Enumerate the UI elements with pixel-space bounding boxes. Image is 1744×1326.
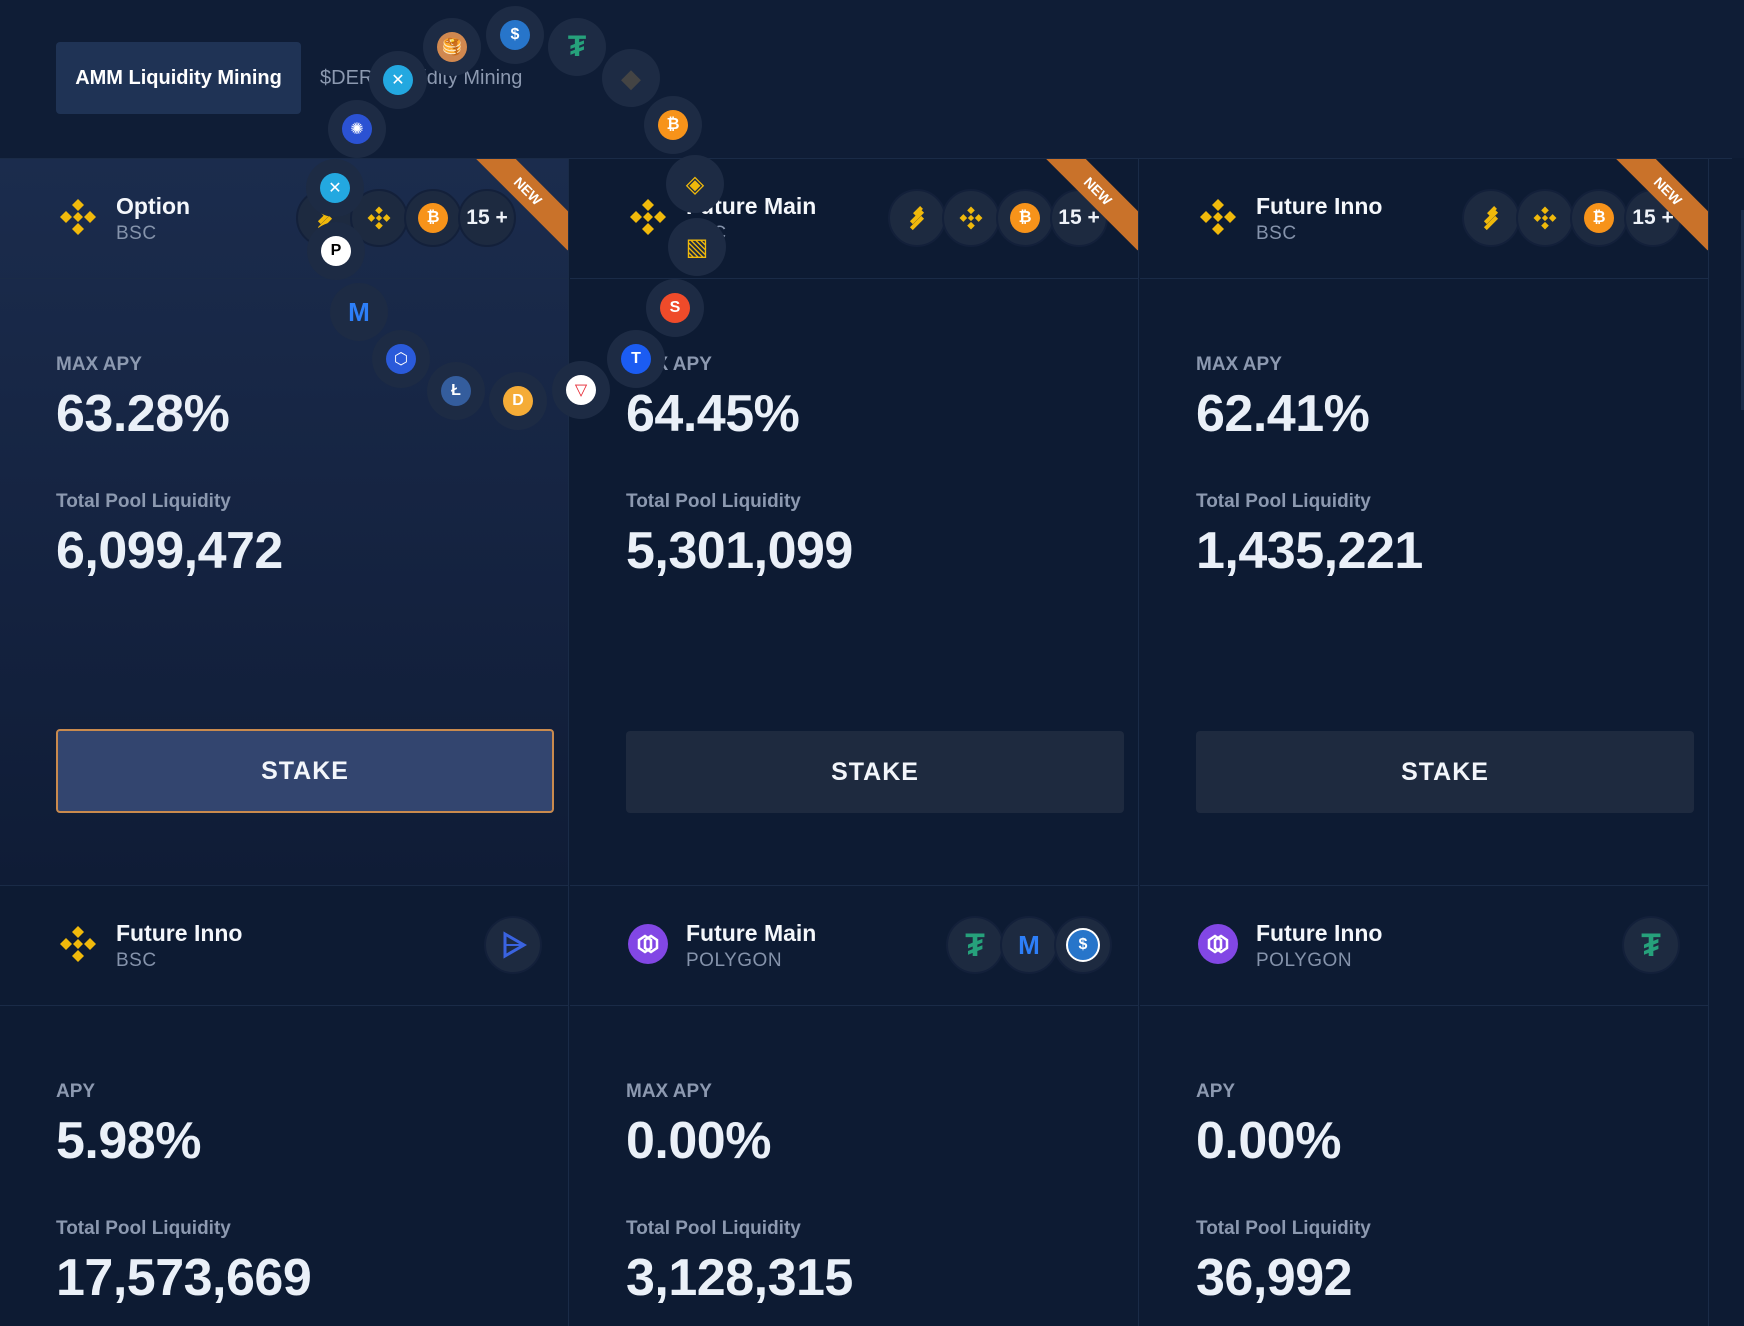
usdt-icon: ₮ — [548, 18, 606, 76]
apy-value: 62.41% — [1196, 385, 1370, 443]
tabs-bar: AMM Liquidity Mining $DERI Liquidity Min… — [0, 0, 1744, 158]
pool-card-option-bsc: Option BSC ₿ 15 + NEW MAX APY 63.28% Tot… — [0, 159, 569, 886]
pool-chain: POLYGON — [686, 950, 783, 971]
stake-button[interactable]: STAKE — [1196, 731, 1694, 813]
pool-card-future-main-polygon: Future Main POLYGON ₮ M $ MAX APY 0.00% … — [570, 886, 1139, 1326]
swipe-icon: S — [646, 279, 704, 337]
liquidity-label: Total Pool Liquidity — [56, 491, 231, 512]
more-tokens-badge[interactable]: 15 + — [1624, 189, 1682, 247]
mdex-icon: M — [1000, 916, 1058, 974]
liquidity-value: 6,099,472 — [56, 522, 283, 580]
token-list: ₮ M $ — [946, 916, 1112, 976]
apy-value: 0.00% — [1196, 1112, 1341, 1170]
pool-title: Future Inno — [1256, 193, 1383, 219]
usdt-icon: ₮ — [1622, 916, 1680, 974]
token-list: ₮ — [1622, 916, 1680, 976]
stake-button[interactable]: STAKE — [626, 731, 1124, 813]
tron-icon: ▽ — [552, 361, 610, 419]
pool-title: Option — [116, 193, 191, 219]
polygon-icon — [628, 924, 668, 964]
pool-chain: BSC — [1256, 223, 1297, 244]
bitcoin-icon: ₿ — [1570, 189, 1628, 247]
liquidity-value: 17,573,669 — [56, 1249, 312, 1307]
more-tokens-badge[interactable]: 15 + — [458, 189, 516, 247]
cardano-icon: ✺ — [328, 100, 386, 158]
bnb-chain-icon — [60, 199, 96, 235]
bnb-chain-icon — [630, 199, 666, 235]
liquidity-label: Total Pool Liquidity — [1196, 1218, 1371, 1239]
pool-chain: POLYGON — [1256, 950, 1353, 971]
pool-card-future-inno-bsc-2: Future Inno BSC APY 5.98% Total Pool Liq… — [0, 886, 569, 1326]
bnb-chain-icon — [60, 926, 96, 962]
apy-value: 0.00% — [626, 1112, 771, 1170]
card-header: Option BSC ₿ 15 + NEW — [0, 159, 568, 279]
scrollbar-track[interactable] — [1741, 210, 1744, 410]
bitcoin-icon: ₿ — [404, 189, 462, 247]
apy-label: MAX APY — [626, 1081, 712, 1102]
usdc-icon: $ — [1054, 916, 1112, 974]
more-tokens-badge[interactable]: 15 + — [1050, 189, 1108, 247]
liquidity-label: Total Pool Liquidity — [626, 1218, 801, 1239]
ethereum-icon: ◆ — [602, 49, 660, 107]
bitcoin-icon: ₿ — [996, 189, 1054, 247]
apy-value: 64.45% — [626, 385, 800, 443]
card-header: Future Main BSC ₿ 15 + NEW — [570, 159, 1138, 279]
binance-bridged-icon: ▧ — [668, 218, 726, 276]
bnb-icon: ◈ — [666, 155, 724, 213]
tab-amm-liquidity-mining[interactable]: AMM Liquidity Mining — [56, 42, 301, 114]
trueusd-icon: T — [607, 330, 665, 388]
liquidity-value: 1,435,221 — [1196, 522, 1423, 580]
liquidity-label: Total Pool Liquidity — [626, 491, 801, 512]
apy-label: MAX APY — [56, 354, 142, 375]
litecoin-icon: Ł — [427, 362, 485, 420]
apy-value: 63.28% — [56, 385, 230, 443]
pool-title: Future Inno — [116, 920, 243, 946]
apy-label: APY — [56, 1081, 96, 1102]
binance-bridged-icon — [888, 189, 946, 247]
card-header: Future Inno BSC — [0, 886, 568, 1006]
card-header: Future Inno BSC ₿ 15 + NEW — [1140, 159, 1708, 279]
xrp-alt-icon: ✕ — [369, 51, 427, 109]
pool-card-future-main-bsc: Future Main BSC ₿ 15 + NEW MAX APY 64.45… — [570, 159, 1139, 886]
mdex-icon: M — [330, 283, 388, 341]
card-header: Future Main POLYGON ₮ M $ — [570, 886, 1138, 1006]
chainlink-icon: ⬡ — [372, 330, 430, 388]
token-list — [484, 916, 542, 976]
pool-chain: BSC — [116, 950, 157, 971]
usdt-icon: ₮ — [946, 916, 1004, 974]
polkadot-icon: P — [307, 222, 365, 280]
stake-button[interactable]: STAKE — [56, 729, 554, 813]
play-token-icon — [484, 916, 542, 974]
pool-chain: BSC — [116, 223, 157, 244]
liquidity-label: Total Pool Liquidity — [56, 1218, 231, 1239]
pool-title: Future Main — [686, 920, 817, 946]
bnb-chain-icon — [1200, 199, 1236, 235]
pool-card-future-inno-bsc: Future Inno BSC ₿ 15 + NEW MAX APY 62.41… — [1140, 159, 1709, 886]
bitcoin-icon: ₿ — [644, 96, 702, 154]
bnb-icon — [942, 189, 1000, 247]
pool-grid: Option BSC ₿ 15 + NEW MAX APY 63.28% Tot… — [0, 158, 1732, 1326]
pool-title: Future Inno — [1256, 920, 1383, 946]
card-header: Future Inno POLYGON ₮ — [1140, 886, 1708, 1006]
token-list: ₿ 15 + — [888, 189, 1108, 249]
token-list: ₿ 15 + — [1462, 189, 1682, 249]
dai-icon: D — [489, 372, 547, 430]
apy-label: APY — [1196, 1081, 1236, 1102]
pancake-icon: 🥞 — [423, 18, 481, 76]
liquidity-value: 5,301,099 — [626, 522, 853, 580]
polygon-icon — [1198, 924, 1238, 964]
usdc-icon: $ — [486, 6, 544, 64]
pool-card-future-inno-polygon: Future Inno POLYGON ₮ APY 0.00% Total Po… — [1140, 886, 1709, 1326]
liquidity-value: 36,992 — [1196, 1249, 1353, 1307]
liquidity-value: 3,128,315 — [626, 1249, 853, 1307]
apy-label: MAX APY — [1196, 354, 1282, 375]
binance-bridged-icon — [1462, 189, 1520, 247]
liquidity-label: Total Pool Liquidity — [1196, 491, 1371, 512]
bnb-icon — [1516, 189, 1574, 247]
apy-value: 5.98% — [56, 1112, 201, 1170]
xrp-icon: ✕ — [306, 159, 364, 217]
